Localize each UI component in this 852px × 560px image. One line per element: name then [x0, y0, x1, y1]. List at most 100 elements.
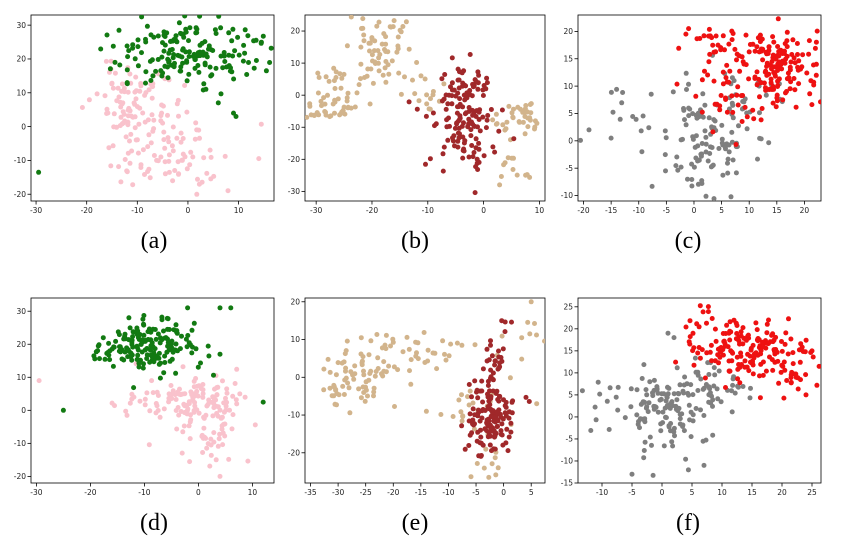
point-pink [200, 450, 206, 455]
point-brown [406, 99, 412, 105]
point-green [161, 370, 167, 376]
point-gray [716, 146, 722, 151]
point-red [713, 338, 719, 344]
x-tick-label: 20 [800, 206, 810, 215]
point-green [183, 29, 189, 35]
point-pink [108, 58, 114, 64]
point-tan [498, 174, 504, 179]
x-tick-label: -20 [577, 206, 589, 215]
point-tan [492, 455, 498, 461]
point-tan [383, 79, 389, 85]
point-brown [462, 446, 468, 452]
point-pink [225, 188, 231, 194]
point-gray [693, 406, 699, 411]
point-tan [367, 48, 372, 54]
point-gray [700, 114, 706, 120]
point-gray [670, 89, 676, 95]
point-pink [133, 74, 139, 80]
point-gray [649, 183, 655, 189]
point-green [144, 23, 150, 29]
point-gray [685, 467, 691, 473]
point-tan [515, 104, 521, 110]
point-brown [481, 153, 487, 159]
point-tan [548, 338, 553, 343]
point-green [242, 50, 248, 56]
point-red [717, 103, 723, 109]
point-brown [495, 423, 500, 429]
point-red [742, 104, 748, 110]
point-tan [394, 49, 400, 55]
point-red [724, 109, 730, 115]
point-gray [664, 394, 670, 400]
point-red [769, 66, 774, 72]
point-brown [440, 151, 446, 157]
x-tick-label: 10 [717, 488, 727, 497]
x-tick-label: -15 [605, 206, 617, 215]
point-pink [195, 176, 200, 182]
point-pink [158, 118, 164, 124]
point-pink [166, 391, 172, 397]
point-brown [466, 154, 472, 160]
point-green [178, 64, 184, 70]
point-brown [473, 136, 479, 142]
point-pink [149, 112, 155, 118]
point-pink [208, 154, 214, 160]
point-brown [468, 127, 474, 133]
point-red [712, 326, 718, 332]
x-tick-label: -10 [442, 488, 454, 497]
point-green [164, 315, 170, 321]
point-gray [710, 162, 716, 168]
point-green [173, 341, 179, 347]
point-red [750, 371, 756, 377]
y-tick-label: 30 [16, 307, 26, 316]
point-gray [604, 398, 610, 404]
point-red [765, 340, 771, 346]
point-green [105, 350, 111, 355]
point-red [745, 351, 751, 357]
point-tan [351, 376, 357, 382]
y-tick-label: 0 [568, 137, 573, 146]
point-pink [149, 378, 155, 384]
point-pink [173, 397, 179, 402]
point-brown [477, 128, 483, 134]
point-pink [194, 191, 200, 197]
point-pink [216, 436, 222, 442]
point-tan [368, 368, 374, 374]
point-gray [663, 398, 669, 404]
point-tan [343, 375, 349, 381]
point-pink [201, 155, 207, 161]
point-red [775, 84, 780, 89]
point-red [806, 38, 812, 44]
point-red [754, 69, 760, 75]
point-tan [424, 92, 430, 98]
point-red [778, 369, 784, 375]
point-gray [629, 471, 635, 477]
point-tan [523, 172, 529, 178]
panel-caption: (b) [401, 228, 429, 254]
point-green [130, 334, 136, 340]
point-pink [112, 70, 118, 76]
point-tan [509, 155, 515, 161]
point-pink [166, 152, 172, 158]
point-red [784, 44, 790, 50]
series-green [36, 15, 274, 175]
point-pink [208, 436, 214, 442]
point-green [158, 335, 163, 341]
point-pink [252, 422, 258, 428]
point-brown [488, 107, 494, 112]
point-red [757, 94, 762, 100]
point-red [768, 76, 774, 82]
point-red [782, 367, 788, 373]
point-green [207, 64, 213, 70]
series-pink [79, 58, 264, 197]
point-red [790, 350, 796, 356]
point-tan [376, 68, 382, 74]
point-gray [741, 99, 747, 105]
x-tick-label: -10 [131, 206, 143, 215]
x-tick-label: 5 [529, 488, 534, 497]
y-tick-label: -15 [561, 479, 573, 488]
point-red [758, 46, 764, 52]
point-green [174, 330, 180, 336]
point-brown [467, 88, 473, 93]
point-gray [712, 372, 718, 378]
